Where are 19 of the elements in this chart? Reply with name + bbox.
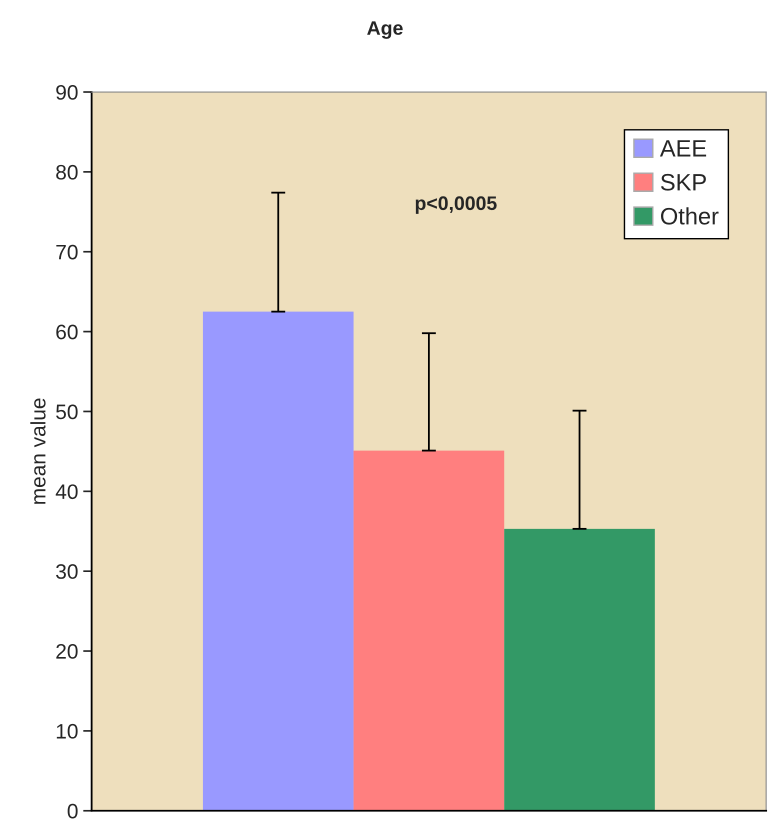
y-axis-title: mean value bbox=[30, 398, 46, 504]
y-tick-label: 40 bbox=[56, 484, 78, 500]
chart-title: Age bbox=[367, 21, 403, 39]
y-tick-label: 10 bbox=[56, 724, 78, 739]
y-tick-label: 20 bbox=[56, 644, 78, 659]
legend-label: SKP bbox=[660, 174, 706, 191]
y-tick-label: 60 bbox=[56, 324, 78, 340]
bar bbox=[504, 528, 655, 811]
y-tick-label: 0 bbox=[68, 804, 78, 819]
bar bbox=[354, 450, 504, 811]
legend-label: AEE bbox=[660, 140, 706, 156]
y-tick-label: 90 bbox=[56, 85, 78, 100]
y-tick-label: 50 bbox=[56, 404, 78, 420]
y-tick-label: 80 bbox=[56, 164, 78, 180]
annotation: p<0,0005 bbox=[416, 196, 497, 214]
legend-label: Other bbox=[661, 207, 719, 225]
y-tick-label: 30 bbox=[56, 564, 78, 579]
bar bbox=[202, 312, 354, 811]
y-tick-label: 70 bbox=[56, 244, 78, 260]
